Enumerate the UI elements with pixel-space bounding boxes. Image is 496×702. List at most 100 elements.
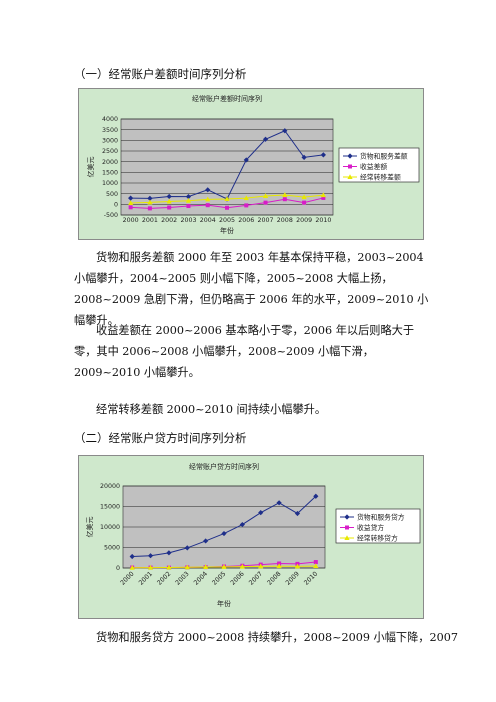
chart1-x-tick-label: 2002 xyxy=(161,217,177,224)
chart2-y-axis-label: 亿美元 xyxy=(85,517,94,538)
chart2-legend-label: 收益贷方 xyxy=(357,523,384,532)
chart1-data-point xyxy=(244,203,249,208)
chart1-y-tick-label: 2500 xyxy=(102,148,118,155)
chart1-data-point xyxy=(167,205,172,210)
chart1-title: 经常账户差额时间序列 xyxy=(192,94,262,103)
chart2-x-tick-label: 2007 xyxy=(248,570,264,586)
chart1-data-point xyxy=(243,157,249,163)
chart1-legend-label: 经常转移差额 xyxy=(360,173,401,182)
chart1-data-point xyxy=(205,196,211,202)
chart1-y-axis-label: 亿美元 xyxy=(86,157,95,178)
chart2-legend-label: 经常转移贷方 xyxy=(357,534,398,543)
chart1-x-axis-label: 年份 xyxy=(220,226,234,235)
chart2-x-axis-label: 年份 xyxy=(217,599,231,608)
chart1-data-point xyxy=(301,194,307,200)
chart1-y-tick-label: 2000 xyxy=(102,159,118,166)
chart2-x-tick-label: 2006 xyxy=(229,570,245,586)
chart1-y-tick-label: 1000 xyxy=(102,180,118,187)
section2-heading: （二）经常账户贷方时间序列分析 xyxy=(74,431,247,445)
chart1-x-tick-label: 2008 xyxy=(277,217,293,224)
section1-paragraph-2: 收益差额在 2000~2006 基本略小于零，2006 年以后则略大于零，其中 … xyxy=(74,324,415,379)
chart1-data-point xyxy=(262,193,269,199)
chart1-data-point xyxy=(320,152,326,158)
chart2-title: 经常账户贷方时间序列 xyxy=(189,462,259,471)
chart1-x-tick-label: 2004 xyxy=(200,217,216,224)
chart2-legend-marker xyxy=(345,525,349,530)
chart1-y-tick-label: 3500 xyxy=(102,127,118,134)
chart1-y-tick-label: -500 xyxy=(104,212,118,219)
chart1-x-tick-label: 2010 xyxy=(315,217,331,224)
chart2-y-tick-label: 0 xyxy=(116,565,120,572)
chart1-data-point xyxy=(262,136,269,142)
chart2-data-point xyxy=(313,560,318,565)
chart1-legend-marker xyxy=(348,164,352,169)
chart2-data-point xyxy=(129,564,135,570)
chart1-y-tick-label: 1500 xyxy=(102,170,118,177)
chart2-x-tick-label: 2005 xyxy=(211,570,227,586)
chart2-data-point xyxy=(221,530,227,537)
section1-paragraph-3: 经常转移差额 2000~2010 间持续小幅攀升。 xyxy=(96,403,327,416)
chart1-data-point xyxy=(224,196,230,201)
chart1-data-point xyxy=(282,128,288,134)
chart1-x-tick-label: 2003 xyxy=(180,217,196,224)
chart1-data-point xyxy=(321,195,326,200)
chart2-data-point xyxy=(203,538,209,544)
chart1-data-point xyxy=(185,197,192,203)
section1-paragraph-1: 货物和服务差额 2000 年至 2003 年基本保持平稳，2003~2004 小… xyxy=(74,251,429,327)
chart2-data-point xyxy=(294,563,301,569)
chart2-x-tick-label: 2002 xyxy=(156,570,172,586)
chart1-y-tick-label: 3000 xyxy=(102,138,118,145)
chart2-data-point xyxy=(147,564,154,570)
chart1-x-tick-label: 2009 xyxy=(296,217,312,224)
chart1-data-point xyxy=(205,187,211,193)
chart2-y-tick-label: 15000 xyxy=(100,504,120,511)
chart1-data-point xyxy=(147,199,153,205)
chart1-data-point xyxy=(302,200,307,205)
chart1-data-point xyxy=(128,205,133,210)
chart1-legend-label: 货物和服务差额 xyxy=(360,152,408,161)
chart1-y-tick-label: 500 xyxy=(106,191,118,198)
chart2-y-tick-label: 10000 xyxy=(100,524,120,531)
chart1-data-point xyxy=(205,203,210,208)
chart1-data-point xyxy=(282,197,287,202)
chart2-x-tick-label: 2009 xyxy=(285,570,301,586)
chart2-data-point xyxy=(276,563,282,569)
chart1-legend-box xyxy=(338,147,420,183)
chart2-x-tick-label: 2008 xyxy=(266,570,282,586)
chart1-legend-marker xyxy=(347,153,353,159)
chart1-data-point xyxy=(186,204,191,209)
chart2-data-point xyxy=(221,564,227,569)
chart1-y-tick-label: 4000 xyxy=(102,116,118,123)
chart2-y-tick-label: 5000 xyxy=(104,545,120,552)
chart2-legend-marker xyxy=(344,535,350,540)
chart1-data-point xyxy=(166,193,172,200)
chart2-container: 经常账户贷方时间序列 0 5000 10000 15000 20000 2000 2001 20… xyxy=(78,455,424,619)
chart1-x-tick-label: 2006 xyxy=(238,217,254,224)
chart2-data-point xyxy=(184,564,190,570)
chart1-x-tick-label: 2007 xyxy=(258,217,274,224)
chart1-data-point xyxy=(282,192,288,197)
chart1-x-tick-label: 2000 xyxy=(123,217,139,224)
chart2-legend-box xyxy=(335,508,421,544)
chart1-data-point xyxy=(225,205,229,210)
chart1-legend-label: 收益差额 xyxy=(360,162,387,171)
chart2-data-point xyxy=(239,563,245,569)
chart2-x-tick-label: 2004 xyxy=(193,570,209,586)
chart1-data-point xyxy=(128,200,134,206)
chart2-x-tick-label: 2003 xyxy=(174,570,190,586)
chart1-data-point xyxy=(263,200,268,205)
chart2-data-point xyxy=(313,493,319,499)
chart2-y-tick-label: 20000 xyxy=(100,483,120,490)
chart2-data-point xyxy=(258,563,264,569)
chart2-data-point xyxy=(166,564,172,570)
chart2-data-point xyxy=(276,500,282,506)
chart1-x-tick-label: 2001 xyxy=(142,217,158,224)
chart1-container: 经常账户差额时间序列 -500 0 500 1000 1500 2000 2500 3000 35… xyxy=(78,88,424,240)
chart2-data-point xyxy=(203,564,209,569)
chart2-data-point xyxy=(313,563,319,568)
chart1-data-point xyxy=(320,192,326,198)
section1-heading: （一）经常账户差额时间序列分析 xyxy=(74,67,247,81)
chart1-legend-marker xyxy=(347,174,353,179)
chart2-x-tick-label: 2000 xyxy=(119,570,135,586)
chart1-data-point xyxy=(128,195,134,201)
